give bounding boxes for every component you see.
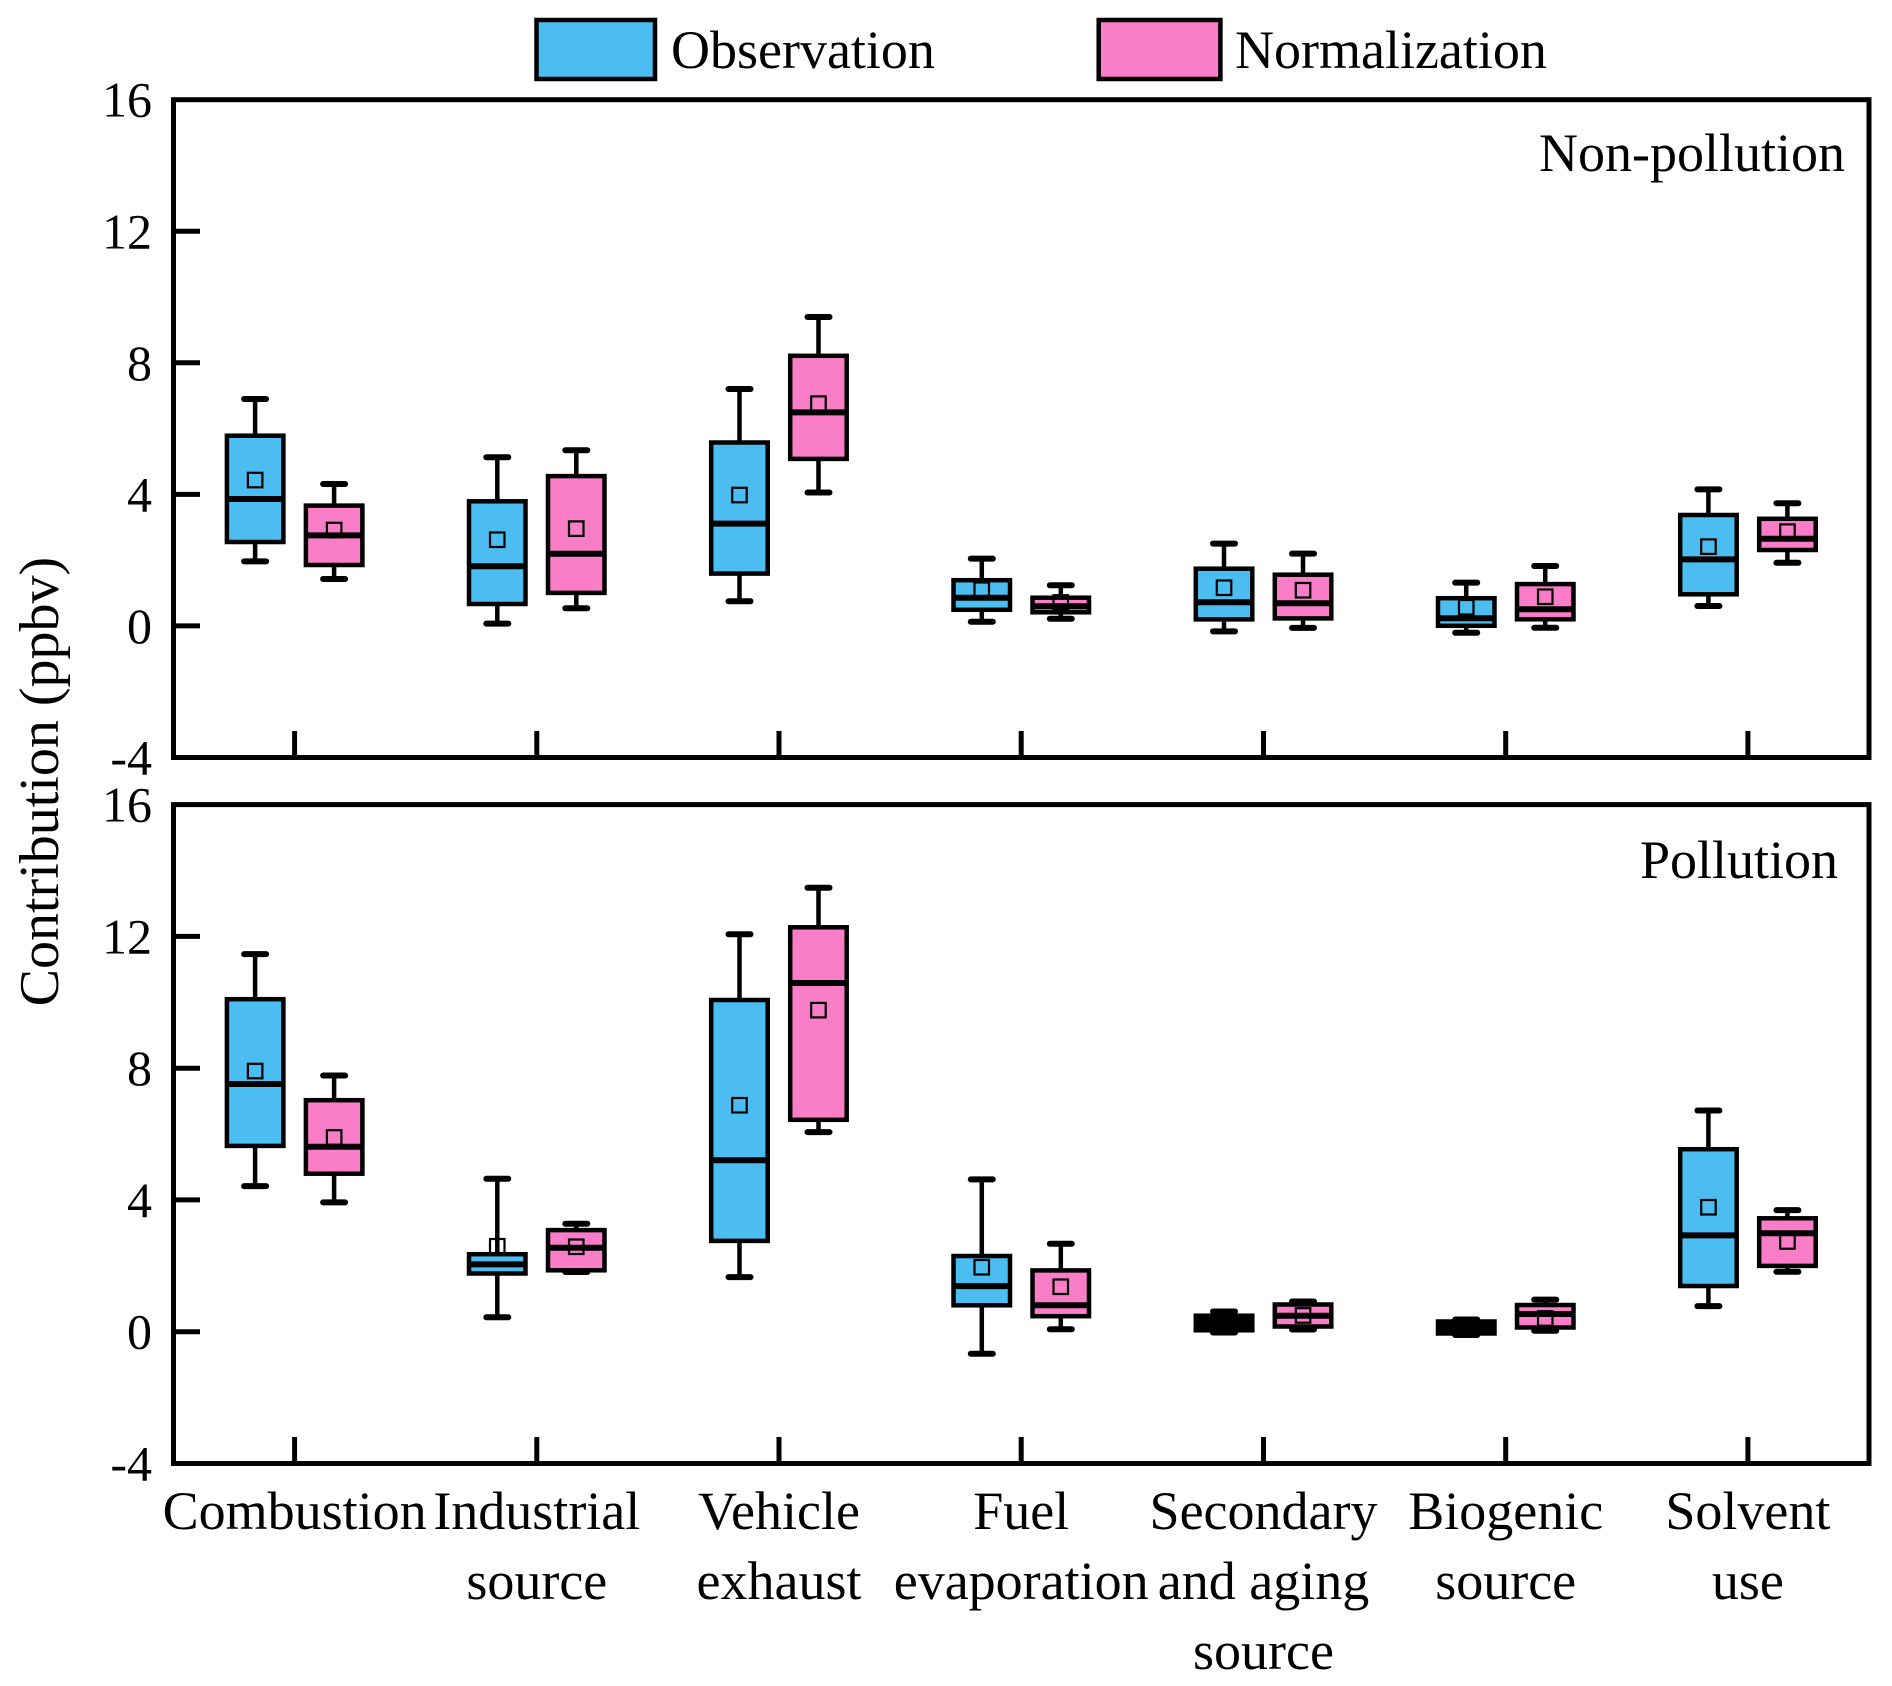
svg-text:4: 4 [127,1172,152,1228]
svg-text:source: source [466,1551,607,1611]
svg-text:Biogenic: Biogenic [1408,1481,1603,1541]
svg-text:evaporation: evaporation [894,1551,1149,1611]
svg-text:12: 12 [102,203,152,259]
svg-text:-4: -4 [110,1436,152,1492]
svg-text:Observation: Observation [671,20,935,80]
svg-text:0: 0 [127,1304,152,1360]
svg-text:16: 16 [102,777,152,833]
svg-text:Non-pollution: Non-pollution [1539,123,1845,183]
svg-text:source: source [1193,1621,1334,1681]
svg-text:-4: -4 [110,730,152,786]
svg-text:0: 0 [127,598,152,654]
svg-text:12: 12 [102,908,152,964]
svg-text:Pollution: Pollution [1640,830,1838,890]
svg-text:Industrial: Industrial [433,1481,640,1541]
svg-text:Contribution (ppbv): Contribution (ppbv) [9,557,71,1007]
svg-text:4: 4 [127,466,152,522]
svg-text:8: 8 [127,1040,152,1096]
svg-text:Combustion: Combustion [163,1481,427,1541]
svg-text:and aging: and aging [1158,1551,1369,1611]
svg-text:Solvent: Solvent [1665,1481,1830,1541]
svg-text:8: 8 [127,335,152,391]
svg-text:source: source [1435,1551,1576,1611]
svg-text:16: 16 [102,72,152,128]
svg-text:use: use [1712,1551,1784,1611]
svg-text:Secondary: Secondary [1150,1481,1378,1541]
svg-text:Vehicle: Vehicle [698,1481,860,1541]
svg-text:Fuel: Fuel [973,1481,1069,1541]
svg-text:exhaust: exhaust [697,1551,862,1611]
svg-text:Normalization: Normalization [1235,20,1547,80]
